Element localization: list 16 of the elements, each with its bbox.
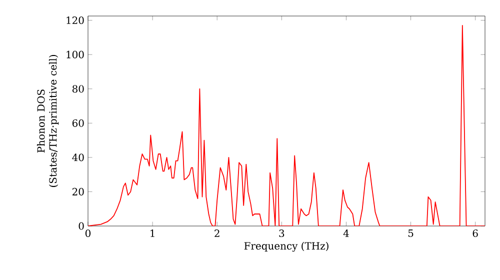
y-tick-label: 20 — [72, 188, 84, 196]
y-tick-label: 100 — [66, 50, 84, 58]
x-axis-title: Frequency (THz) — [244, 242, 328, 252]
y-tick-label: 60 — [72, 119, 84, 127]
x-tick-label: 0 — [85, 230, 91, 238]
y-tick-label: 40 — [72, 154, 84, 162]
x-tick-label: 1 — [150, 230, 154, 237]
x-tick-label: 6 — [472, 230, 478, 238]
x-tick-label: 2 — [214, 230, 220, 237]
y-tick-label: 0 — [78, 222, 84, 230]
x-tick-label: 3 — [279, 230, 284, 238]
y-tick-label: 120 — [66, 16, 84, 24]
y-tick-label: 80 — [72, 85, 84, 93]
y-axis-title: Phonon DOS (States/THz·primitive cell) — [37, 55, 59, 187]
x-tick-label: 5 — [408, 230, 414, 237]
x-tick-label: 4 — [343, 230, 349, 237]
